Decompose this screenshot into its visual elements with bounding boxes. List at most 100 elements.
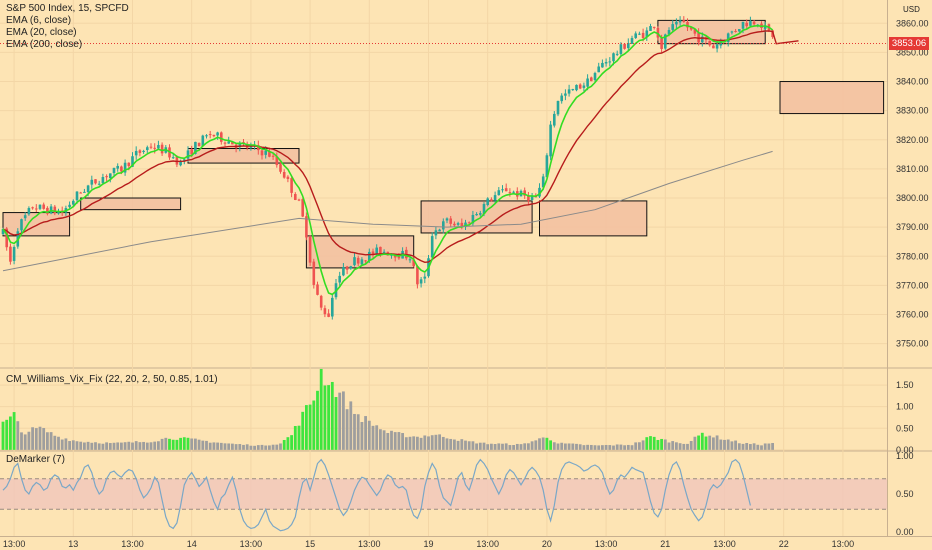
vix-bar	[601, 445, 604, 450]
candle-body	[641, 32, 645, 38]
candle-body	[752, 21, 756, 25]
candle-body	[612, 53, 615, 62]
vix-bar	[334, 397, 338, 450]
candle-body	[638, 33, 641, 35]
time-tick-label: 15	[305, 539, 315, 549]
candle-body	[323, 308, 327, 315]
vix-bar	[401, 433, 404, 450]
vix-bar	[408, 436, 412, 450]
candle-body	[27, 208, 31, 215]
candle-body	[86, 185, 90, 192]
time-tick-label: 21	[660, 539, 670, 549]
candle-body	[623, 43, 626, 49]
price-tick-label: 3800.00	[896, 193, 929, 203]
vix-bar	[216, 442, 219, 450]
candle-body	[567, 89, 571, 94]
vix-bar	[49, 432, 53, 450]
candle-body	[197, 142, 201, 147]
vix-legend: CM_Williams_Vix_Fix (22, 20, 2, 50, 0.85…	[6, 374, 218, 386]
vix-bar	[194, 438, 197, 450]
candle-body	[597, 66, 600, 73]
candle-body	[171, 157, 175, 159]
vix-bar	[256, 445, 260, 450]
candle-body	[538, 187, 541, 197]
vix-bar	[697, 435, 700, 450]
candle-body	[319, 295, 323, 308]
vix-tick-label: 1.50	[896, 380, 914, 390]
candle-body	[83, 191, 86, 193]
vix-bar	[53, 435, 57, 450]
candle-body	[504, 188, 508, 192]
time-tick-label: 13:00	[3, 539, 26, 549]
vix-bar	[293, 426, 297, 450]
vix-bar	[9, 416, 12, 450]
vix-bar	[260, 444, 264, 450]
vix-bar	[390, 430, 393, 450]
candle-body	[35, 208, 38, 210]
legend-ema20[interactable]: EMA (20, close)	[6, 27, 77, 38]
vix-bar	[38, 426, 42, 450]
vix-bars-group	[1, 368, 774, 450]
zone-box	[80, 197, 182, 211]
zone-box	[2, 212, 71, 237]
legend-vix[interactable]: CM_Williams_Vix_Fix (22, 20, 2, 50, 0.85…	[6, 374, 218, 385]
legend-ema200[interactable]: EMA (200, close)	[6, 39, 83, 50]
time-tick-label: 20	[542, 539, 552, 549]
vix-bar	[571, 443, 575, 450]
candle-body	[134, 150, 138, 156]
vix-tick-label: 0.50	[896, 423, 914, 433]
vix-bar	[123, 442, 127, 450]
vix-bar	[34, 428, 38, 450]
vix-bar	[149, 442, 153, 450]
vix-bar	[519, 444, 523, 450]
vix-bar	[693, 436, 697, 450]
vix-bar	[763, 443, 767, 450]
vix-bar	[134, 441, 138, 450]
candle-body	[423, 276, 427, 279]
candle-body	[553, 113, 556, 126]
vix-bar	[434, 434, 438, 450]
candle-body	[512, 191, 515, 193]
candle-body	[471, 214, 475, 224]
vix-bar	[308, 404, 312, 450]
vix-bar	[564, 443, 567, 450]
vix-bar	[560, 442, 564, 450]
demarker-tick-label: 0.00	[896, 527, 914, 537]
vix-bar	[534, 440, 538, 450]
vix-bar	[227, 443, 231, 450]
vix-bar	[626, 444, 630, 450]
vix-bar	[342, 391, 345, 450]
vix-bar	[268, 445, 271, 450]
candle-body	[131, 156, 134, 167]
demarker-band	[0, 478, 887, 510]
price-tick-label: 3820.00	[896, 135, 929, 145]
candle-body	[294, 194, 297, 200]
candle-body	[682, 20, 686, 22]
legend-symbol[interactable]: S&P 500 Index, 15, SPCFD	[6, 3, 129, 14]
vix-bar	[589, 444, 593, 450]
vix-bar	[275, 444, 279, 450]
vix-bar	[652, 436, 656, 450]
candle-body	[208, 134, 212, 136]
candle-body	[190, 149, 193, 155]
vix-bar	[319, 368, 323, 450]
vix-bar	[305, 405, 308, 450]
candle-body	[271, 155, 275, 157]
legend-ema6[interactable]: EMA (6, close)	[6, 15, 72, 26]
candle-body	[689, 27, 693, 30]
candle-body	[634, 33, 637, 38]
vix-bar	[79, 441, 83, 450]
vix-bar	[719, 439, 723, 450]
candle-body	[205, 135, 208, 137]
legend-demarker[interactable]: DeMarker (7)	[6, 454, 65, 465]
vix-bar	[671, 441, 675, 450]
vix-bar	[290, 435, 293, 450]
vix-bar	[715, 435, 719, 450]
candle-body	[31, 207, 34, 209]
candle-body	[201, 135, 205, 147]
vix-bar	[619, 444, 623, 450]
vix-bar	[367, 420, 371, 450]
candle-body	[715, 44, 719, 49]
vix-bar	[219, 442, 223, 450]
